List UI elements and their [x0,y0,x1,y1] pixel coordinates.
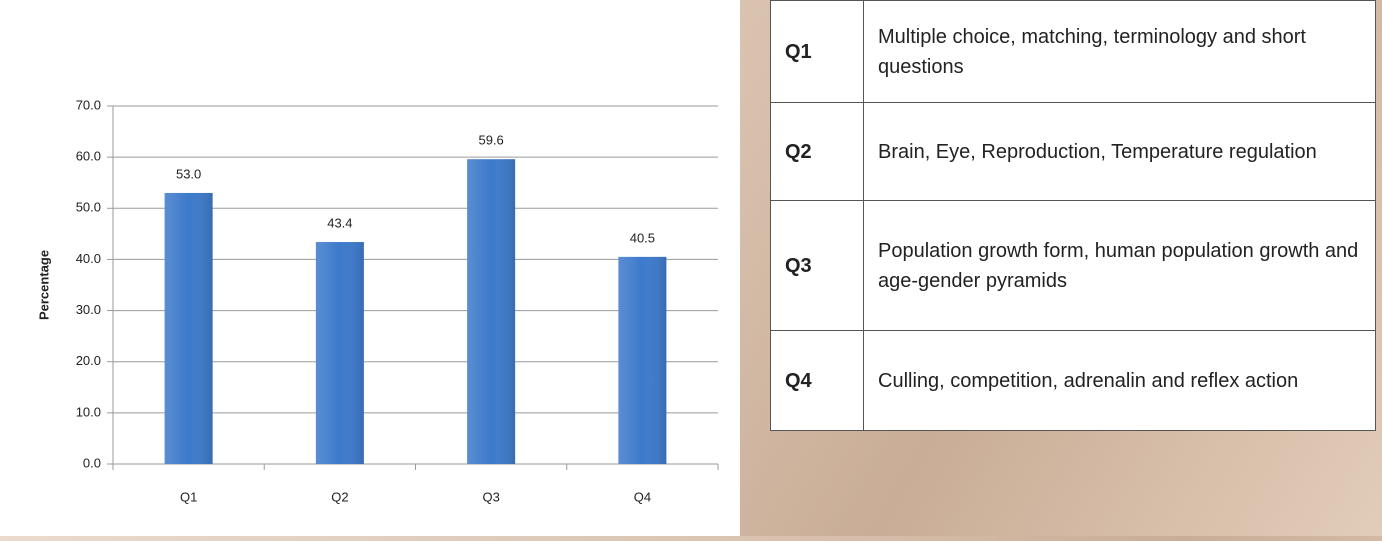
x-tick-label: Q2 [331,489,348,504]
y-tick-label: 10.0 [76,404,101,419]
data-label: 53.0 [176,166,201,181]
y-tick-label: 70.0 [76,97,101,112]
y-tick-label: 30.0 [76,302,101,317]
y-tick-label: 20.0 [76,353,101,368]
bar-shade [467,159,516,464]
legend-table: Q1 Multiple choice, matching, terminology… [770,0,1376,431]
topic-cell: Multiple choice, matching, terminology a… [863,0,1376,103]
bar-shade [164,192,213,464]
question-cell: Q4 [770,330,864,431]
data-label: 43.4 [327,215,352,230]
topic-cell: Culling, competition, adrenalin and refl… [863,330,1376,431]
y-tick-label: 60.0 [76,149,101,164]
table-row: Q3 Population growth form, human populati… [770,200,1376,331]
table-row: Q2 Brain, Eye, Reproduction, Temperature … [770,102,1376,201]
y-axis-label: Percentage [36,250,51,320]
question-cell: Q1 [770,0,864,103]
x-tick-label: Q1 [180,489,197,504]
topic-cell: Brain, Eye, Reproduction, Temperature re… [863,102,1376,201]
chart: Percentage 0.0 10.0 20.0 30.0 40.0 50.0 60.0 70… [36,97,719,504]
topic-cell: Population growth form, human population… [863,200,1376,331]
bar-shade [618,256,667,464]
data-label: 40.5 [630,230,655,245]
table-row: Q4 Culling, competition, adrenalin and re… [770,330,1376,431]
question-cell: Q3 [770,200,864,331]
table-row: Q1 Multiple choice, matching, terminology… [770,0,1376,103]
bar-shade [315,242,364,464]
question-cell: Q2 [770,102,864,201]
y-tick-label: 40.0 [76,251,101,266]
x-tick-label: Q3 [482,489,499,504]
x-tick-label: Q4 [634,489,651,504]
chart-panel: Percentage 0.0 10.0 20.0 30.0 40.0 50.0 60.0 70… [36,97,719,505]
y-tick-label: 0.0 [83,455,101,470]
data-label: 59.6 [478,133,503,148]
y-tick-label: 50.0 [76,200,101,215]
